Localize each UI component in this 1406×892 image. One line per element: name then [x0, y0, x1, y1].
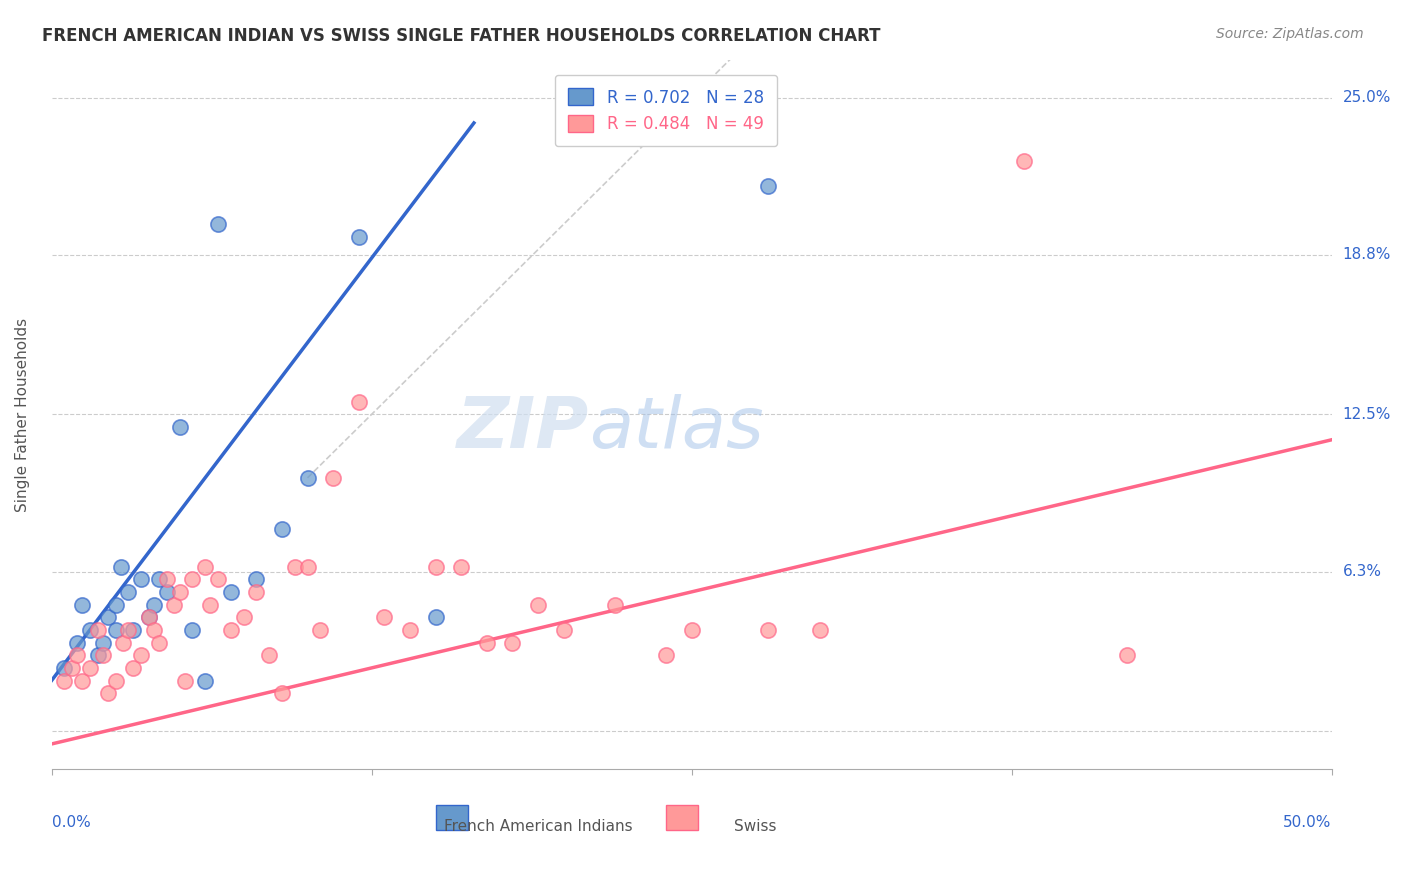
Point: [194, 673, 217, 688]
Point: [97, 686, 120, 700]
Point: [79, 661, 101, 675]
Point: [425, 610, 447, 624]
Point: [53, 673, 76, 688]
Point: [200, 598, 222, 612]
Point: [756, 179, 779, 194]
Point: [1014, 153, 1036, 168]
Point: [112, 635, 135, 649]
Point: [138, 610, 160, 624]
Point: [347, 394, 370, 409]
Y-axis label: Single Father Households: Single Father Households: [15, 318, 30, 511]
Point: [271, 686, 294, 700]
Legend: R = 0.702   N = 28, R = 0.484   N = 49: R = 0.702 N = 28, R = 0.484 N = 49: [555, 75, 778, 146]
FancyBboxPatch shape: [436, 805, 468, 830]
Point: [148, 572, 170, 586]
Point: [181, 572, 204, 586]
Point: [86, 623, 108, 637]
Point: [66, 635, 89, 649]
Point: [86, 648, 108, 663]
Text: atlas: atlas: [589, 394, 763, 463]
Point: [527, 598, 550, 612]
Point: [117, 623, 139, 637]
Point: [553, 623, 575, 637]
Text: FRENCH AMERICAN INDIAN VS SWISS SINGLE FATHER HOUSEHOLDS CORRELATION CHART: FRENCH AMERICAN INDIAN VS SWISS SINGLE F…: [42, 27, 880, 45]
Point: [271, 522, 294, 536]
Point: [169, 420, 191, 434]
Point: [53, 661, 76, 675]
Point: [475, 635, 498, 649]
Text: 50.0%: 50.0%: [1284, 815, 1331, 830]
Text: 6.3%: 6.3%: [1343, 564, 1382, 579]
Text: 0.0%: 0.0%: [52, 815, 90, 830]
Point: [91, 648, 114, 663]
Point: [207, 572, 229, 586]
Point: [373, 610, 395, 624]
Point: [245, 572, 267, 586]
Point: [501, 635, 523, 649]
Point: [309, 623, 332, 637]
Point: [104, 623, 127, 637]
Point: [66, 648, 89, 663]
Point: [156, 572, 179, 586]
Point: [297, 559, 319, 574]
Text: Source: ZipAtlas.com: Source: ZipAtlas.com: [1216, 27, 1364, 41]
Text: French American Indians: French American Indians: [444, 819, 633, 834]
Point: [148, 635, 170, 649]
Point: [70, 673, 93, 688]
Point: [681, 623, 703, 637]
Text: 25.0%: 25.0%: [1343, 90, 1391, 105]
Point: [808, 623, 831, 637]
Point: [194, 559, 217, 574]
Point: [163, 598, 186, 612]
Point: [122, 623, 145, 637]
FancyBboxPatch shape: [666, 805, 697, 830]
Text: ZIP: ZIP: [457, 394, 589, 463]
Point: [104, 598, 127, 612]
Point: [399, 623, 422, 637]
Point: [142, 598, 165, 612]
Text: 12.5%: 12.5%: [1343, 407, 1391, 422]
Point: [232, 610, 254, 624]
Point: [322, 471, 344, 485]
Point: [156, 585, 179, 599]
Point: [110, 559, 132, 574]
Point: [603, 598, 626, 612]
Point: [284, 559, 307, 574]
Point: [219, 623, 242, 637]
Point: [70, 598, 93, 612]
Point: [219, 585, 242, 599]
Point: [138, 610, 160, 624]
Point: [257, 648, 280, 663]
Point: [129, 648, 152, 663]
Point: [117, 585, 139, 599]
Point: [79, 623, 101, 637]
Point: [1115, 648, 1137, 663]
Point: [60, 661, 83, 675]
Point: [97, 610, 120, 624]
Point: [169, 585, 191, 599]
Text: Swiss: Swiss: [734, 819, 776, 834]
Point: [129, 572, 152, 586]
Point: [91, 635, 114, 649]
Point: [425, 559, 447, 574]
Point: [450, 559, 472, 574]
Point: [122, 661, 145, 675]
Point: [104, 673, 127, 688]
Point: [207, 218, 229, 232]
Point: [756, 623, 779, 637]
Point: [181, 623, 204, 637]
Point: [655, 648, 678, 663]
Point: [142, 623, 165, 637]
Text: 18.8%: 18.8%: [1343, 247, 1391, 262]
Point: [173, 673, 195, 688]
Point: [347, 230, 370, 244]
Point: [245, 585, 267, 599]
Point: [297, 471, 319, 485]
